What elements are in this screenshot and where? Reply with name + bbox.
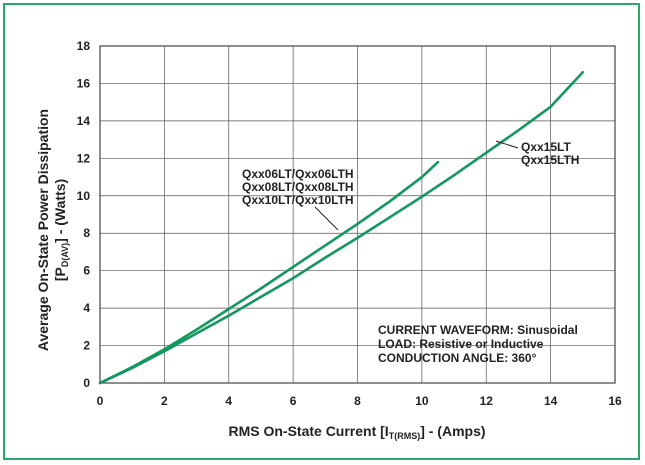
y-tick-labels: 0 2 4 6 8 10 12 14 16 18 [77, 39, 91, 390]
y-axis-title-line2-main: [P [52, 267, 68, 281]
y-axis-title: Average On-State Power Dissipation [PD(A… [35, 109, 70, 351]
annotation-line: LOAD: Resistive or Inductive [378, 337, 544, 351]
y-tick-label: 2 [83, 339, 90, 353]
x-tick-label: 10 [415, 394, 429, 408]
chart-frame [3, 3, 640, 460]
y-tick-label: 12 [77, 151, 91, 165]
conditions-note: CURRENT WAVEFORM: Sinusoidal LOAD: Resis… [378, 323, 578, 365]
series-label-leader-line [495, 140, 519, 149]
x-tick-label: 6 [290, 394, 297, 408]
x-tick-label: 8 [354, 394, 361, 408]
y-tick-label: 0 [83, 376, 90, 390]
y-tick-label: 14 [77, 114, 91, 128]
series-label-line: Qxx06LT/Qxx06LTH [242, 167, 354, 181]
series-label-leader-line [314, 206, 339, 231]
annotation-line: CONDUCTION ANGLE: 360° [378, 351, 537, 365]
y-axis-title-line2: [PD(AV)] - (Watts) [52, 179, 70, 281]
series-line-2 [98, 70, 585, 385]
y-tick-label: 8 [83, 226, 90, 240]
series-label-small-devices: Qxx06LT/Qxx06LTH Qxx08LT/Qxx08LTH Qxx10L… [242, 167, 354, 207]
series-line-1 [98, 160, 440, 385]
y-axis-title-line2-tail: ] - (Watts) [52, 179, 68, 243]
x-tick-label: 2 [161, 394, 168, 408]
x-axis-title: RMS On-State Current [IT(RMS)] - (Amps) [228, 423, 485, 441]
annotation-line: CURRENT WAVEFORM: Sinusoidal [378, 323, 578, 337]
y-tick-label: 18 [77, 39, 91, 53]
x-tick-label: 16 [608, 394, 622, 408]
x-axis-title-tail: ] - (Amps) [420, 423, 485, 439]
curves [98, 70, 585, 385]
y-tick-label: 6 [83, 264, 90, 278]
series-label-line: Qxx10LT/Qxx10LTH [242, 193, 354, 207]
plot-area-border [99, 45, 616, 384]
x-tick-label: 14 [544, 394, 558, 408]
y-axis-title-line1: Average On-State Power Dissipation [35, 109, 51, 351]
series-label-line: Qxx15LTH [521, 153, 579, 167]
x-tick-labels: 0 2 4 6 8 10 12 14 16 [97, 394, 622, 408]
y-axis-title-line2-sub: D(AV) [60, 243, 70, 267]
x-axis-title-sub: T(RMS) [389, 431, 421, 441]
series-label-line: Qxx15LT [521, 140, 571, 154]
y-tick-label: 16 [77, 76, 91, 90]
x-axis-title-main: RMS On-State Current [I [228, 423, 388, 439]
series-label-line: Qxx08LT/Qxx08LTH [242, 180, 354, 194]
x-tick-label: 4 [225, 394, 232, 408]
x-tick-label: 0 [97, 394, 104, 408]
y-tick-label: 10 [77, 189, 91, 203]
x-tick-label: 12 [480, 394, 494, 408]
series-label-15a-devices: Qxx15LT Qxx15LTH [521, 140, 579, 167]
grid-lines [100, 46, 615, 383]
y-tick-label: 4 [83, 301, 90, 315]
